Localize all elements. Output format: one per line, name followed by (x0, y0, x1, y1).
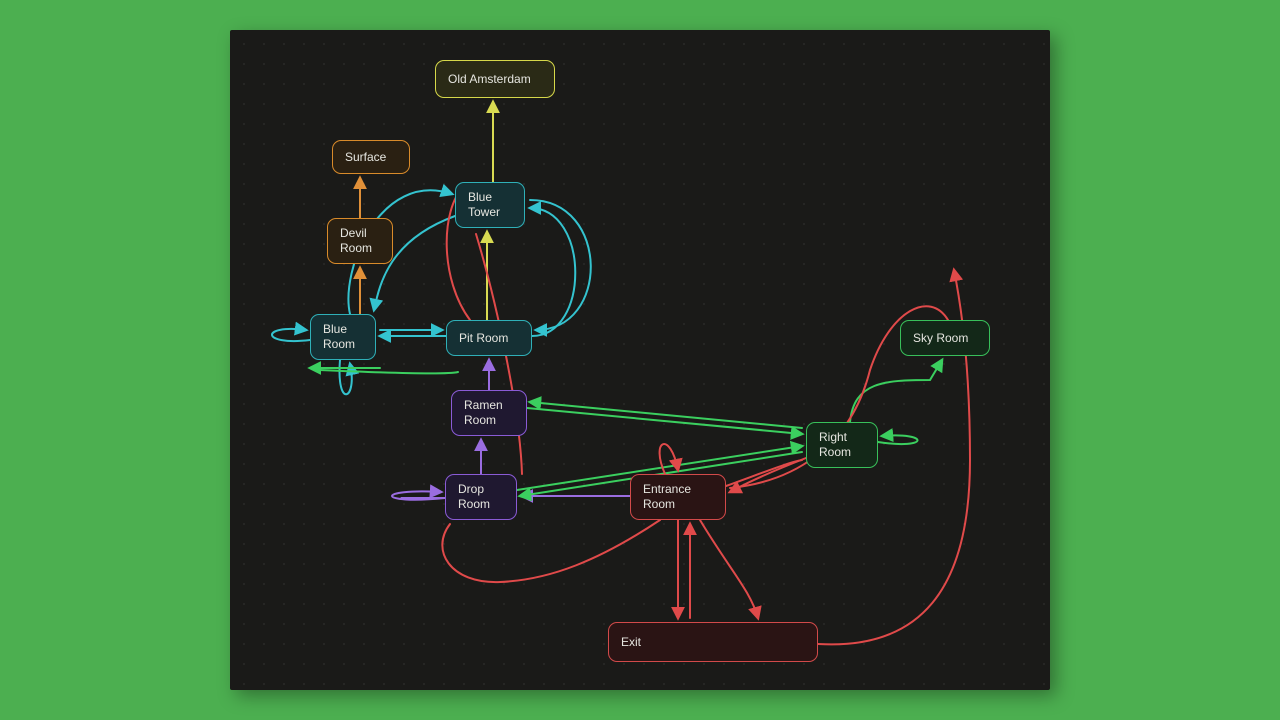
edge (340, 360, 352, 394)
edge (320, 370, 458, 373)
edge (527, 408, 802, 434)
node-surface[interactable]: Surface (332, 140, 410, 174)
edge (530, 208, 575, 336)
edge (700, 520, 758, 618)
node-pit-room[interactable]: Pit Room (446, 320, 532, 356)
edge (442, 520, 660, 582)
node-drop-room[interactable]: Drop Room (445, 474, 517, 520)
node-ramen-room[interactable]: Ramen Room (451, 390, 527, 436)
node-sky-room[interactable]: Sky Room (900, 320, 990, 356)
node-blue-room[interactable]: Blue Room (310, 314, 376, 360)
node-devil-room[interactable]: Devil Room (327, 218, 393, 264)
node-exit[interactable]: Exit (608, 622, 818, 662)
diagram-canvas: Old Amsterdam Surface Blue Tower Devil Room… (230, 30, 1050, 690)
edge (530, 402, 802, 428)
edge (272, 329, 310, 341)
node-old-amsterdam[interactable]: Old Amsterdam (435, 60, 555, 98)
edge (530, 200, 591, 330)
edge-layer (230, 30, 1050, 690)
edge (878, 435, 918, 444)
node-blue-tower[interactable]: Blue Tower (455, 182, 525, 228)
node-right-room[interactable]: Right Room (806, 422, 878, 468)
edge (660, 444, 678, 474)
node-entrance-room[interactable]: Entrance Room (630, 474, 726, 520)
